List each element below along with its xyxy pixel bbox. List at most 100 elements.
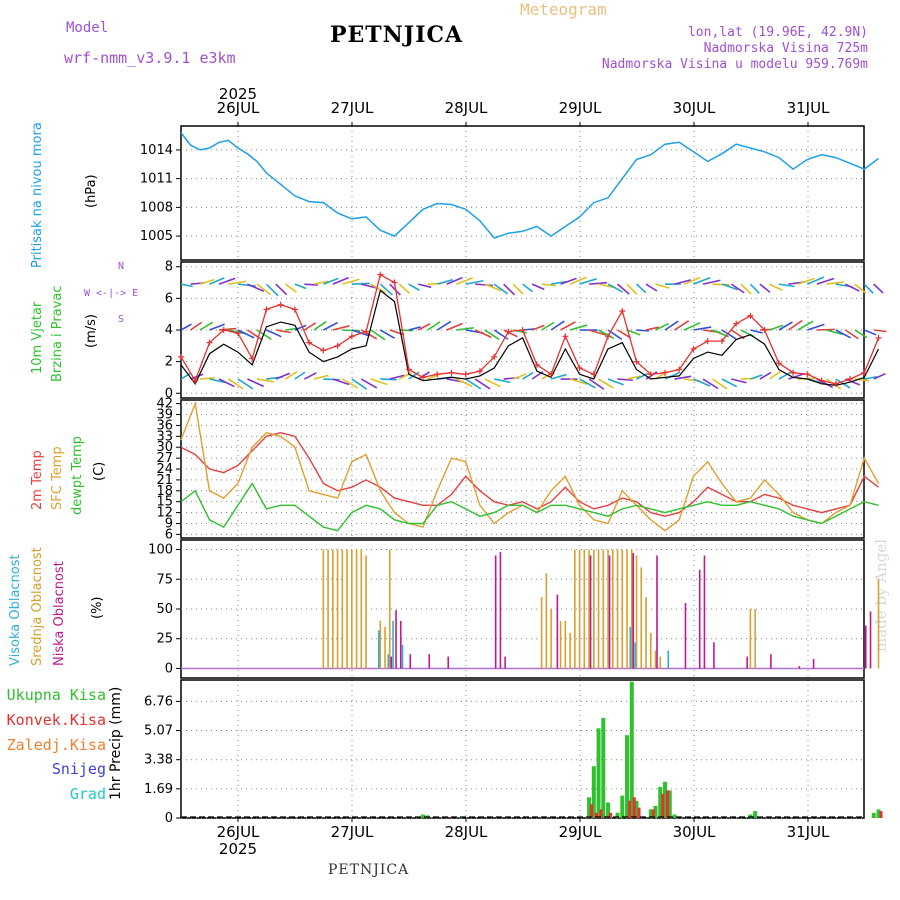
wind-direction-arrow xyxy=(607,378,624,386)
wind-direction-arrow xyxy=(749,283,760,294)
temp-y-tick-label: 39 xyxy=(156,408,173,423)
wind-direction-arrow xyxy=(265,283,279,297)
wind-gust-marker xyxy=(804,371,811,378)
wind-direction-arrow xyxy=(617,378,633,382)
wind-direction-arrow xyxy=(835,329,851,339)
pressure-y-tick-label: 1014 xyxy=(140,143,173,158)
wind-direction-arrow xyxy=(379,283,394,296)
wind-direction-arrow xyxy=(730,283,745,294)
temp-y-tick-label: 12 xyxy=(156,506,173,521)
wind-gust-marker xyxy=(718,338,725,345)
precip-convective-bar xyxy=(590,804,594,818)
wind-direction-arrow xyxy=(712,283,730,286)
wind-direction-arrow xyxy=(199,278,215,285)
wind-direction-arrow xyxy=(474,378,491,390)
wind-gust-marker xyxy=(832,380,839,387)
wind-direction-arrow xyxy=(323,277,339,285)
wind-direction-arrow xyxy=(635,283,647,294)
temp-y-tick-label: 21 xyxy=(156,473,173,488)
wind-direction-arrow xyxy=(370,329,386,341)
wind-direction-arrow xyxy=(284,371,298,380)
wind-direction-arrow xyxy=(560,277,577,285)
wind-y-tick-label: 0 xyxy=(165,386,173,401)
precip-total-bar xyxy=(596,728,601,818)
temp-y-tick-label: 24 xyxy=(156,462,173,477)
wind-direction-arrow xyxy=(787,319,803,331)
wind-direction-arrow xyxy=(826,281,844,285)
wind-direction-arrow xyxy=(854,329,868,339)
wind-direction-arrow xyxy=(550,320,565,331)
wind-direction-arrow xyxy=(693,326,712,331)
wind-direction-arrow xyxy=(531,283,545,291)
wind-gust-marker xyxy=(320,347,327,354)
wind-direction-arrow xyxy=(645,283,658,292)
wind-direction-arrow xyxy=(351,282,370,285)
wind-direction-arrow xyxy=(844,283,860,292)
wind-direction-arrow xyxy=(322,321,339,331)
station-title: PETNJICA xyxy=(330,22,464,48)
precip-convective-bar xyxy=(609,812,613,818)
wind-direction-arrow xyxy=(693,378,711,387)
wind-direction-arrow xyxy=(408,326,421,331)
wind-direction-arrow xyxy=(768,370,782,380)
wind-gust-marker xyxy=(747,312,754,319)
precip-convective-bar xyxy=(661,793,665,818)
wind-direction-arrow xyxy=(417,323,431,331)
precip-total-bar xyxy=(615,812,620,818)
precip-convective-bar xyxy=(665,790,669,818)
temp-y-tick-label: 9 xyxy=(165,516,173,531)
temp-y-tick-label: 6 xyxy=(165,527,173,542)
legend-hail: Grad xyxy=(69,785,106,803)
precip-convective-bar xyxy=(599,809,603,818)
temp-2m-line xyxy=(180,431,879,517)
wind-direction-arrow xyxy=(702,279,721,285)
precip-total-bar xyxy=(672,814,677,818)
wind-direction-arrow xyxy=(863,329,877,336)
precip-total-bar xyxy=(658,786,663,818)
wind-direction-arrow xyxy=(711,378,728,390)
legend-freezing-rain: Zaledj.Kisa xyxy=(6,736,106,754)
cloud-y-tick-label: 75 xyxy=(156,572,173,587)
wind-gust-marker xyxy=(291,306,298,313)
pressure-y-tick-label: 1008 xyxy=(140,200,173,215)
wind-gust-marker xyxy=(334,342,341,349)
wind-direction-arrow xyxy=(228,378,244,390)
wind-direction-arrow xyxy=(446,276,463,285)
wind-direction-arrow xyxy=(721,329,737,340)
wind-gust-marker xyxy=(704,338,711,345)
precip-total-bar xyxy=(748,814,753,818)
wind-direction-arrow xyxy=(512,283,524,295)
precip-convective-bar xyxy=(594,812,598,818)
wind-direction-arrow xyxy=(750,329,763,334)
wind-gust-marker xyxy=(192,377,199,384)
legend-convective-rain: Konvek.Kisa xyxy=(6,711,106,729)
wind-direction-arrow xyxy=(863,283,874,294)
wind-direction-arrow xyxy=(455,277,474,285)
precip-total-bar xyxy=(662,781,667,818)
wind-gust-marker xyxy=(220,327,227,333)
wind-direction-arrow xyxy=(398,283,411,294)
wind-gust-marker xyxy=(519,327,526,333)
precip-total-bar xyxy=(629,681,634,818)
wind-direction-arrow xyxy=(873,329,887,333)
wind-direction-arrow xyxy=(636,372,649,380)
wind-direction-arrow xyxy=(607,283,624,293)
wind-speed-line xyxy=(180,289,880,386)
wind-direction-arrow xyxy=(180,283,193,288)
wind-gust-marker xyxy=(363,328,370,335)
wind-gust-marker xyxy=(491,353,498,360)
wind-direction-arrow xyxy=(807,323,825,331)
wind-direction-arrow xyxy=(655,322,669,331)
wind-direction-arrow xyxy=(209,378,226,384)
wind-direction-arrow xyxy=(740,283,752,295)
precip-y-tick-label: 5.07 xyxy=(144,724,173,739)
cloud-y-tick-label: 50 xyxy=(156,602,173,617)
wind-direction-arrow xyxy=(674,375,692,380)
wind-direction-arrow xyxy=(465,279,484,285)
wind-direction-arrow xyxy=(721,283,738,291)
wind-gust-marker xyxy=(676,366,683,373)
wind-direction-arrow xyxy=(199,321,214,331)
wind-gust-marker xyxy=(775,360,782,367)
precip-total-bar xyxy=(625,735,630,818)
